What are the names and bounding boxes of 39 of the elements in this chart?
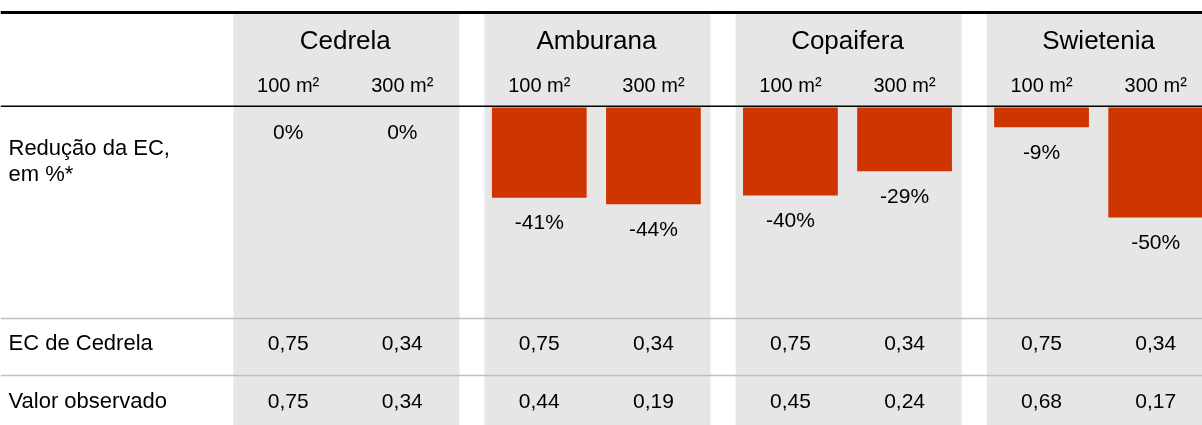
x-tick-label: 300 m² bbox=[622, 74, 685, 97]
x-tick-label: 100 m² bbox=[257, 74, 320, 97]
text: Valor observado bbox=[8, 388, 168, 414]
x-tick-label: 100 m² bbox=[759, 74, 822, 97]
text: Amburana bbox=[536, 25, 657, 56]
text: 0,24 bbox=[884, 388, 926, 412]
text: 0,34 bbox=[884, 330, 926, 354]
data-label: -40% bbox=[765, 208, 815, 232]
text: 0,34 bbox=[633, 330, 675, 354]
text: Copaifera bbox=[791, 25, 905, 56]
text: EC de Cedrela bbox=[8, 330, 154, 356]
data-label: -41% bbox=[514, 210, 564, 234]
x-tick-label: 300 m² bbox=[873, 74, 937, 97]
text: 0,68 bbox=[1021, 388, 1062, 412]
text: Cedrela bbox=[299, 25, 392, 56]
x-tick-label: 100 m² bbox=[1010, 74, 1074, 97]
data-label: -9% bbox=[1022, 139, 1061, 163]
text: 0,75 bbox=[1021, 330, 1062, 354]
y-axis-title: Redução da EC, em %* bbox=[8, 134, 170, 186]
data-label: -44% bbox=[628, 217, 678, 241]
text: 0,34 bbox=[381, 388, 424, 412]
text: 0,75 bbox=[769, 330, 811, 354]
text: Swietenia bbox=[1042, 25, 1156, 56]
text: 0,75 bbox=[518, 330, 560, 354]
text: 0,75 bbox=[267, 388, 309, 412]
data-label: -50% bbox=[1131, 230, 1181, 254]
text: 0,34 bbox=[1135, 330, 1177, 354]
data-label: -29% bbox=[880, 184, 930, 207]
text: 0,17 bbox=[1135, 388, 1177, 412]
text: 0,75 bbox=[267, 330, 309, 354]
x-tick-label: 300 m² bbox=[371, 74, 434, 97]
text: 0,34 bbox=[381, 330, 424, 354]
text: 0,19 bbox=[633, 388, 674, 412]
text: 0,44 bbox=[518, 388, 561, 412]
text: 0,45 bbox=[769, 388, 811, 412]
data-label: 0% bbox=[387, 120, 418, 144]
data-label: 0% bbox=[272, 120, 304, 144]
x-tick-label: 100 m² bbox=[508, 74, 571, 97]
x-tick-label: 300 m² bbox=[1124, 74, 1188, 97]
